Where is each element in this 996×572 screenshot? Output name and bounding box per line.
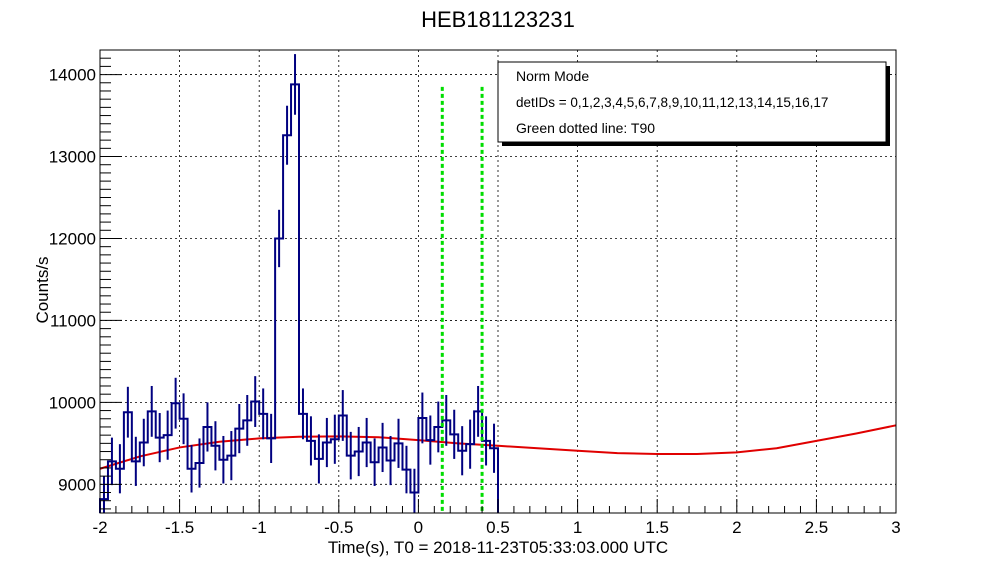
y-tick-label: 11000 <box>50 311 96 330</box>
chart-title: HEB181123231 <box>421 7 575 32</box>
x-tick-label: -0.5 <box>324 518 353 537</box>
legend-box: Norm Mode detIDs = 0,1,2,3,4,5,6,7,8,9,1… <box>497 61 890 146</box>
legend-frame <box>497 61 887 143</box>
x-tick-label: 1.5 <box>645 518 669 537</box>
x-tick-label: 0 <box>414 518 423 537</box>
x-tick-label: -1.5 <box>165 518 194 537</box>
y-tick-label: 14000 <box>49 66 96 85</box>
histogram-step-line <box>99 83 499 513</box>
x-axis: -2 -1.5 -1 -0.5 0 0.5 1 1.5 2 2.5 3 <box>92 499 901 537</box>
x-tick-label: 0.5 <box>486 518 510 537</box>
background-fit-line <box>99 424 897 470</box>
x-tick-label: -2 <box>92 518 107 537</box>
background-fit-layer <box>99 424 897 470</box>
y-tick-label: 9000 <box>58 475 96 494</box>
x-axis-label: Time(s), T0 = 2018-11-23T05:33:03.000 UT… <box>328 538 668 557</box>
y-tick-label: 13000 <box>49 148 96 167</box>
y-axis-label: Counts/s <box>33 256 52 323</box>
x-tick-label: 3 <box>891 518 900 537</box>
histogram-layer <box>99 54 499 513</box>
y-tick-label: 10000 <box>49 393 96 412</box>
t90-layer <box>440 86 484 513</box>
x-tick-label: 1 <box>573 518 582 537</box>
legend-entry-mode: Norm Mode <box>516 68 589 84</box>
x-tick-label: -1 <box>252 518 267 537</box>
y-axis: 9000 10000 11000 12000 13000 14000 <box>49 49 122 510</box>
legend-entry-detids: detIDs = 0,1,2,3,4,5,6,7,8,9,10,11,12,13… <box>516 95 828 110</box>
y-tick-label: 12000 <box>49 229 96 248</box>
legend-entry-t90: Green dotted line: T90 <box>516 120 655 136</box>
x-tick-label: 2.5 <box>805 518 829 537</box>
x-tick-label: 2 <box>732 518 741 537</box>
